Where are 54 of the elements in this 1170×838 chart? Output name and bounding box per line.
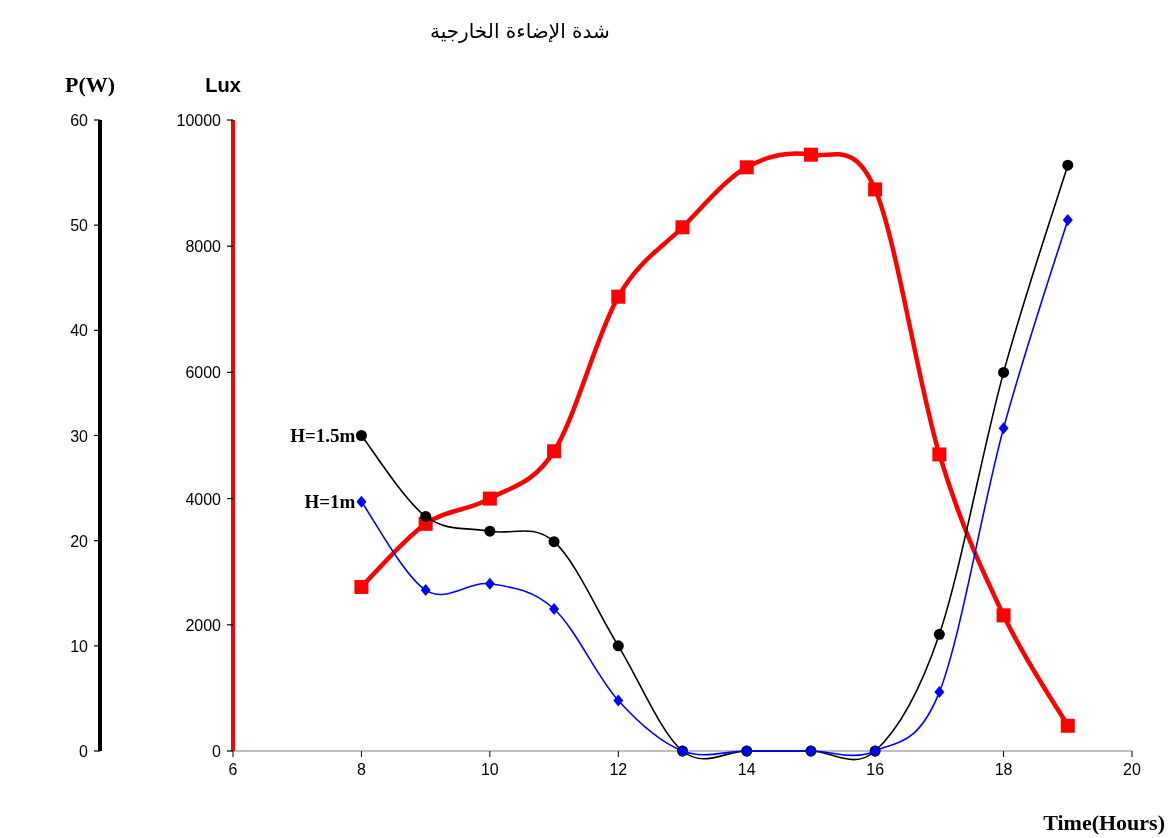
point bbox=[933, 628, 945, 640]
y2-tick-label: 40 bbox=[70, 322, 89, 340]
point bbox=[482, 491, 497, 506]
y2-tick-label: 30 bbox=[70, 427, 89, 445]
x-tick-label: 8 bbox=[356, 761, 366, 778]
y2-tick-label: 20 bbox=[70, 532, 89, 550]
point bbox=[547, 444, 562, 459]
x-tick-label: 16 bbox=[866, 761, 885, 778]
point bbox=[612, 640, 624, 652]
y-tick-label: 4000 bbox=[185, 490, 222, 508]
y-tick-label: 0 bbox=[212, 743, 222, 760]
x-tick-label: 10 bbox=[480, 761, 499, 778]
chart-title: شدة الإضاءة الخارجية bbox=[430, 19, 610, 43]
y2-tick-label: 50 bbox=[70, 217, 89, 235]
y-tick-label: 10000 bbox=[176, 112, 222, 129]
point bbox=[613, 694, 624, 707]
x-tick-label: 12 bbox=[609, 761, 628, 778]
series-label: H=1.5m bbox=[290, 424, 356, 446]
point bbox=[1060, 718, 1075, 733]
y2-axis-title: P(W) bbox=[64, 72, 116, 97]
point bbox=[420, 510, 432, 522]
point bbox=[354, 579, 369, 594]
y-axis-title: Lux bbox=[205, 74, 241, 96]
point bbox=[934, 686, 945, 699]
y-tick-label: 2000 bbox=[185, 616, 222, 634]
x-tick-label: 14 bbox=[737, 761, 756, 778]
point bbox=[548, 536, 560, 548]
point bbox=[484, 525, 496, 537]
point bbox=[420, 584, 431, 597]
point bbox=[868, 182, 883, 197]
point bbox=[998, 366, 1010, 378]
y-tick-label: 8000 bbox=[185, 238, 222, 256]
point bbox=[484, 577, 495, 590]
x-tick-label: 20 bbox=[1123, 761, 1141, 778]
point bbox=[356, 495, 367, 508]
point bbox=[355, 430, 367, 441]
x-tick-label: 18 bbox=[994, 761, 1013, 778]
point bbox=[739, 160, 754, 175]
point bbox=[1062, 159, 1074, 171]
point bbox=[611, 289, 626, 304]
point bbox=[1062, 213, 1073, 226]
y2-tick-label: 0 bbox=[79, 743, 89, 760]
x-axis-title: Time(Hours) bbox=[1043, 810, 1165, 835]
point bbox=[998, 422, 1009, 435]
y2-tick-label: 10 bbox=[70, 637, 89, 655]
point bbox=[803, 147, 818, 162]
point bbox=[549, 603, 560, 616]
series-label: H=1m bbox=[304, 490, 356, 512]
point bbox=[932, 447, 947, 462]
y-tick-label: 6000 bbox=[185, 364, 222, 382]
x-tick-label: 6 bbox=[228, 761, 238, 778]
point bbox=[996, 608, 1011, 623]
point bbox=[675, 220, 690, 235]
y2-tick-label: 60 bbox=[70, 112, 89, 129]
